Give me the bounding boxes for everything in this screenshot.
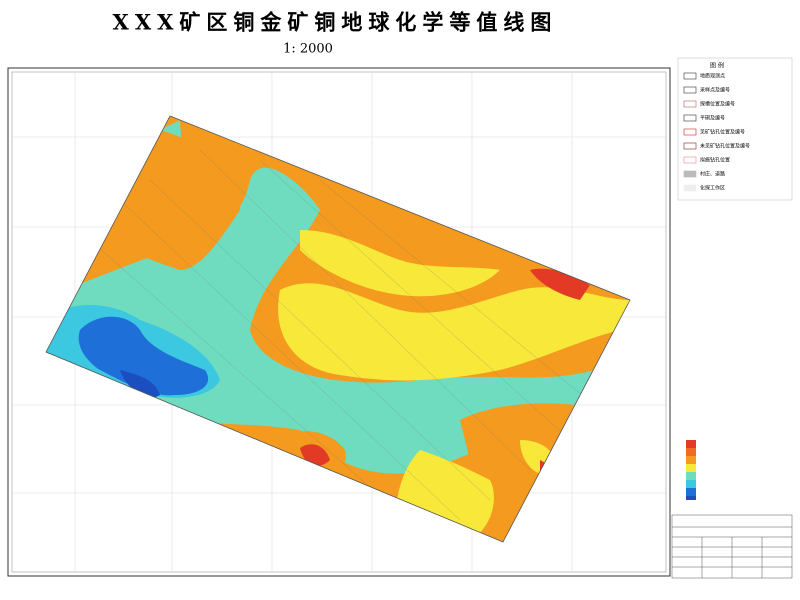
- legend-symbol: [683, 72, 697, 80]
- legend-label: 见矿钻孔位置及编号: [700, 129, 745, 136]
- legend-label: 未见矿钻孔位置及编号: [700, 143, 750, 150]
- inner-frame: [11, 71, 667, 573]
- color-scale: [686, 440, 696, 500]
- legend-label: 化探工作区: [700, 185, 725, 192]
- map-title: XXX矿区铜金矿铜地球化学等值线图: [113, 10, 558, 35]
- legend-symbol: [683, 184, 697, 192]
- map-frame: [7, 67, 671, 577]
- legend-label: 村庄、道路: [700, 171, 725, 178]
- legend-label: 平硐及编号: [700, 115, 725, 122]
- legend-label: 拟施钻孔位置: [700, 157, 730, 164]
- legend-symbol: [683, 170, 697, 178]
- legend-symbol: [683, 142, 697, 150]
- legend-label: 探槽位置及编号: [700, 101, 735, 108]
- legend-items: 地质观测点采样点及编号探槽位置及编号平硐及编号见矿钻孔位置及编号未见矿钻孔位置及…: [683, 72, 750, 192]
- legend-box: [677, 57, 793, 201]
- map-scale: 1: 2000: [283, 42, 333, 57]
- legend-title: 图 例: [710, 62, 724, 70]
- legend-symbol: [683, 86, 697, 94]
- legend-label: 采样点及编号: [700, 87, 730, 94]
- legend-symbol: [683, 128, 697, 136]
- legend-symbol: [683, 156, 697, 164]
- legend-symbol: [683, 100, 697, 108]
- contour-map: [46, 116, 630, 542]
- legend-label: 地质观测点: [700, 73, 725, 80]
- title-block: [671, 514, 793, 579]
- legend-symbol: [683, 114, 697, 122]
- work-area-outline: [45, 115, 631, 543]
